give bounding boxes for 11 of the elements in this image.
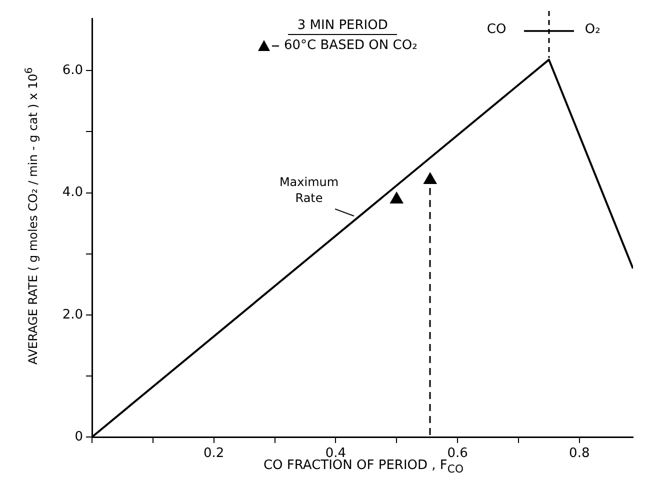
y-tick-label: 6.0 bbox=[62, 63, 83, 78]
annotation: O₂ bbox=[584, 22, 600, 37]
y-tick-label: 2.0 bbox=[62, 307, 83, 322]
series-label: Maximum Rate bbox=[279, 174, 340, 206]
y-tick-label: 0 bbox=[74, 429, 83, 444]
legend-title: 3 MIN PERIOD bbox=[288, 18, 398, 35]
y-tick-label: 4.0 bbox=[62, 185, 83, 200]
annotation: CO bbox=[486, 22, 506, 37]
x-tick-label: 0.8 bbox=[569, 446, 590, 462]
x-tick-label: 0.2 bbox=[204, 446, 224, 462]
legend-label: 60°C BASED ON CO₂ bbox=[284, 38, 418, 53]
